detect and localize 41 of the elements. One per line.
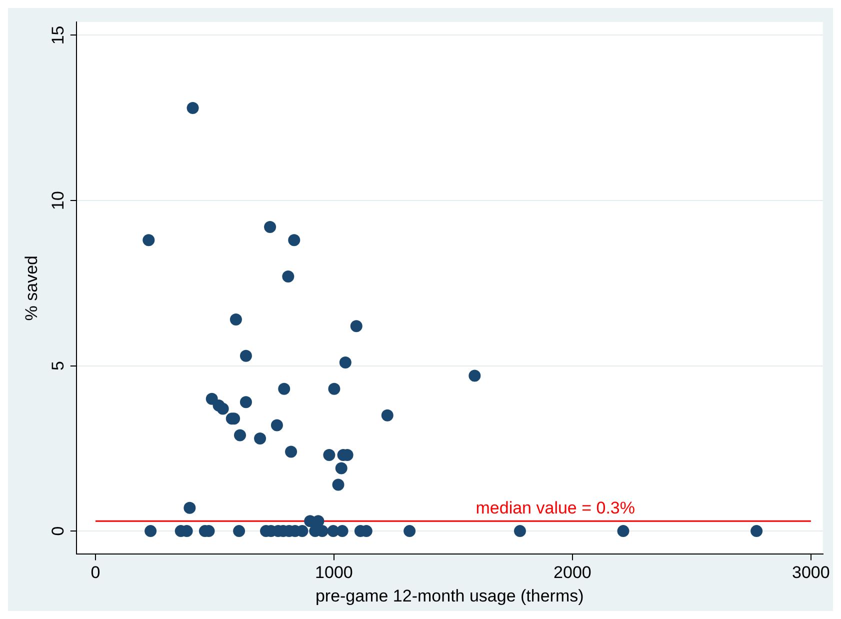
- point: [285, 446, 298, 458]
- point: [278, 382, 290, 395]
- point: [282, 270, 294, 283]
- ref-line-label: median value = 0.3%: [476, 498, 636, 518]
- point: [240, 396, 252, 408]
- point: [186, 102, 199, 114]
- point: [350, 320, 362, 332]
- point: [617, 525, 630, 538]
- y-tick-label: 5: [48, 361, 68, 371]
- point: [184, 502, 196, 514]
- point: [381, 409, 394, 422]
- x-axis-title: pre-game 12-month usage (therms): [315, 586, 584, 606]
- point: [264, 220, 276, 233]
- point: [323, 449, 336, 462]
- point: [336, 525, 348, 538]
- x-tick-label: 1000: [315, 563, 353, 582]
- x-tick-label: 3000: [792, 563, 830, 582]
- point: [230, 314, 242, 326]
- point: [468, 370, 481, 382]
- point: [332, 478, 344, 491]
- y-tick-label: 0: [48, 526, 68, 536]
- point: [335, 462, 348, 474]
- point: [270, 419, 283, 432]
- x-tick-label: 2000: [554, 563, 592, 582]
- x-tick-label: 0: [90, 563, 100, 582]
- point: [750, 525, 763, 538]
- point: [240, 350, 252, 362]
- point: [144, 525, 157, 538]
- point: [288, 234, 300, 246]
- point: [328, 382, 340, 395]
- point: [142, 234, 155, 246]
- point: [339, 356, 352, 368]
- y-tick-label: 15: [48, 26, 68, 45]
- point: [234, 429, 246, 442]
- y-tick-label: 10: [48, 191, 68, 210]
- point: [514, 525, 526, 538]
- point: [233, 525, 246, 538]
- point: [254, 432, 266, 445]
- point: [404, 525, 416, 538]
- y-axis-title: % saved: [22, 256, 41, 321]
- point: [216, 402, 229, 415]
